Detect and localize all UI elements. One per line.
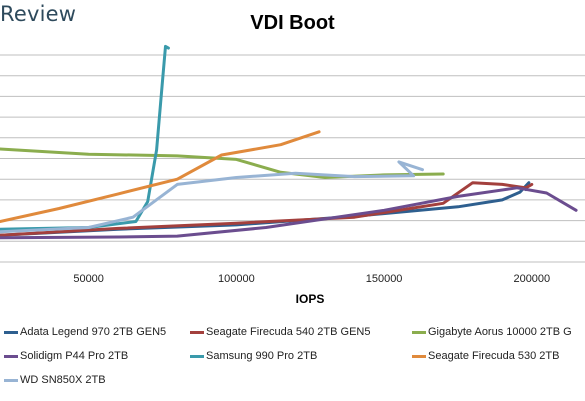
x-axis-label: IOPS <box>295 292 325 306</box>
legend-item: Seagate Firecuda 540 2TB GEN5 <box>190 326 370 338</box>
legend-label: Samsung 990 Pro 2TB <box>206 350 318 362</box>
legend-label: Gigabyte Aorus 10000 2TB G <box>428 326 572 338</box>
legend-item: Adata Legend 970 2TB GEN5 <box>4 326 166 338</box>
brand-logo: Review <box>0 2 77 26</box>
legend-swatch <box>4 378 18 382</box>
x-tick-labels: 50000 100000 150000 200000 <box>73 273 550 285</box>
legend-label: WD SN850X 2TB <box>20 374 106 386</box>
line-chart: 50000 100000 150000 200000 <box>0 44 585 285</box>
series-layer <box>0 44 578 240</box>
series-line <box>0 186 578 240</box>
legend-swatch <box>190 354 204 358</box>
legend-swatch <box>190 330 204 334</box>
x-tick-label: 50000 <box>73 273 104 285</box>
legend-label: Solidigm P44 Pro 2TB <box>20 350 129 362</box>
x-tick-label: 100000 <box>218 273 255 285</box>
legend-label: Seagate Firecuda 540 2TB GEN5 <box>206 326 371 338</box>
legend-label: Seagate Firecuda 530 2TB <box>428 350 560 362</box>
legend-label: Adata Legend 970 2TB GEN5 <box>20 326 167 338</box>
legend: Adata Legend 970 2TB GEN5 Seagate Firecu… <box>0 322 585 397</box>
legend-item: Samsung 990 Pro 2TB <box>190 350 317 362</box>
x-tick-label: 200000 <box>513 273 550 285</box>
legend-swatch <box>412 354 426 358</box>
legend-swatch <box>4 330 18 334</box>
x-tick-label: 150000 <box>366 273 403 285</box>
chart-title: VDI Boot <box>250 12 335 34</box>
series-line <box>0 160 424 234</box>
legend-swatch <box>4 354 18 358</box>
legend-item: Seagate Firecuda 530 2TB <box>412 350 559 362</box>
legend-swatch <box>412 330 426 334</box>
legend-item: Gigabyte Aorus 10000 2TB G <box>412 326 572 338</box>
series-line <box>0 130 321 223</box>
legend-item: Solidigm P44 Pro 2TB <box>4 350 128 362</box>
series-line <box>0 147 445 179</box>
legend-item: WD SN850X 2TB <box>4 374 106 386</box>
gridlines <box>0 54 585 263</box>
